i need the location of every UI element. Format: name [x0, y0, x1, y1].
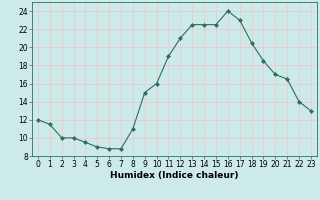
X-axis label: Humidex (Indice chaleur): Humidex (Indice chaleur): [110, 171, 239, 180]
